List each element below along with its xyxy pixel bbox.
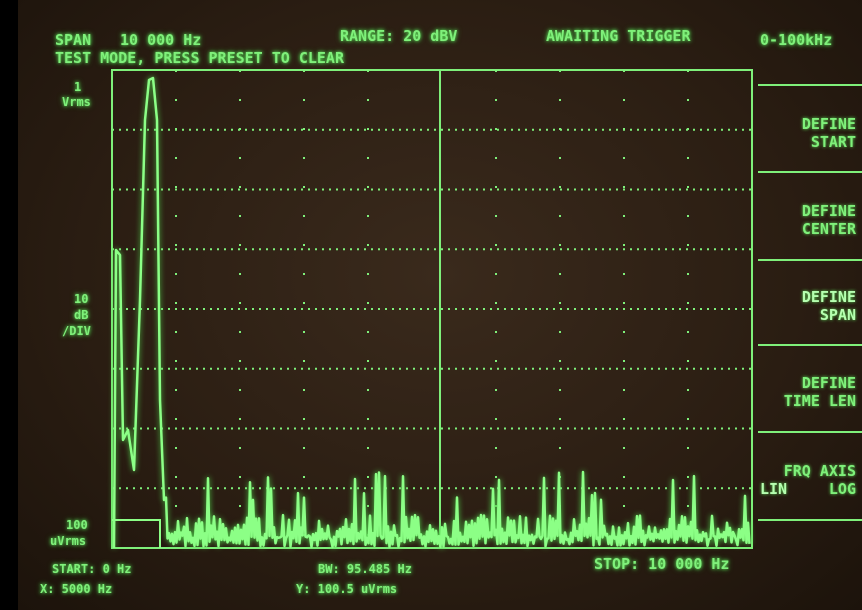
softkey-options: LIN LOG [760, 480, 856, 498]
softkey-line: FRQ AXIS [783, 462, 856, 480]
softkey[interactable]: DEFINE TIME LEN [760, 374, 856, 410]
message: TEST MODE, PRESS PRESET TO CLEAR [55, 49, 344, 67]
x-marker: X: 5000 Hz [40, 582, 113, 596]
scale-bottom: 100 [66, 518, 88, 532]
softkey-line: DEFINE [801, 288, 856, 306]
graticule [111, 69, 753, 549]
marker-box [112, 519, 161, 548]
softkey[interactable]: DEFINE CENTER [760, 202, 856, 238]
span-value: 10 000 Hz [120, 31, 202, 49]
softkey-line: SPAN [819, 306, 856, 324]
stop: STOP: 10 000 Hz [594, 555, 730, 573]
softkey-line: DEFINE [801, 115, 856, 133]
scale-div-suffix: /DIV [62, 324, 91, 338]
softkey-line: CENTER [801, 220, 856, 238]
spectrum-trace [112, 76, 751, 549]
softkey-line: START [810, 133, 856, 151]
y-marker: Y: 100.5 uVrms [296, 582, 398, 596]
softkey-line: TIME LEN [783, 392, 856, 410]
softkey-line: DEFINE [801, 202, 856, 220]
softkey-option: LOG [828, 480, 856, 498]
softkey-separators [758, 84, 862, 521]
softkey-line: DEFINE [801, 374, 856, 392]
softkey[interactable]: DEFINE SPAN [760, 288, 856, 324]
graph-frame [111, 69, 753, 549]
scale-div: 10 [74, 292, 89, 306]
scale-div-unit: dB [74, 308, 89, 322]
scale-top: 1 [74, 80, 82, 94]
span-label: SPAN [55, 31, 92, 49]
status: AWAITING TRIGGER [546, 27, 691, 45]
scale-top-unit: Vrms [62, 95, 91, 109]
start: START: 0 Hz [52, 562, 132, 576]
softkey-option: LIN [760, 480, 788, 498]
bandwidth: BW: 95.485 Hz [318, 562, 412, 576]
softkey[interactable]: DEFINE START [760, 115, 856, 151]
range: RANGE: 20 dBV [340, 27, 458, 45]
softkey[interactable]: FRQ AXIS LIN LOG [760, 462, 856, 498]
band: 0-100kHz [760, 31, 833, 49]
scale-bottom-unit: uVrms [50, 534, 87, 548]
